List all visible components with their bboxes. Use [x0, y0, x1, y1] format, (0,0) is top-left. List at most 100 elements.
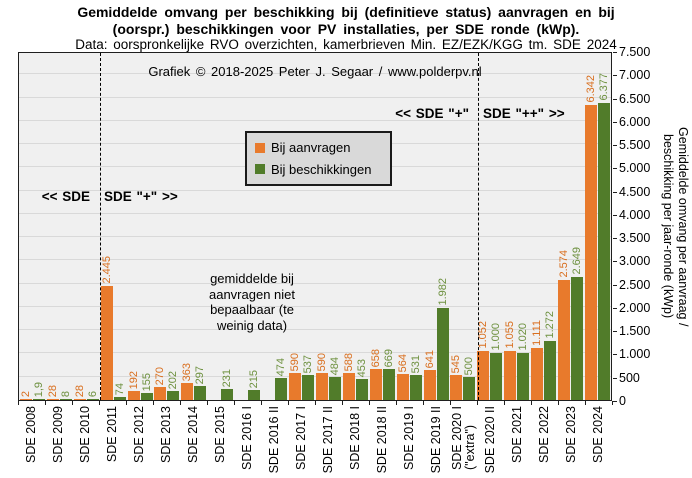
bar-value-label: 1.982	[436, 278, 449, 306]
x-axis-tick	[234, 401, 235, 405]
x-axis-label: SDE 2016 II	[267, 406, 281, 473]
x-axis-label: SDE 2021	[510, 406, 524, 463]
chart-title-line1: Gemiddelde omvang per beschikking bij (d…	[77, 4, 615, 20]
x-axis-tick	[558, 401, 559, 405]
bar-value-label: 658	[369, 348, 382, 367]
y-axis-tick-label: 1.000	[619, 347, 651, 362]
bar-bij-aanvragen	[504, 351, 517, 400]
x-axis-label: SDE 2016 I	[240, 406, 254, 470]
bar-value-label: 1.020	[517, 323, 530, 351]
chart-title: Gemiddelde omvang per beschikking bij (d…	[0, 4, 692, 38]
x-axis-label-cell: SDE 2018 I	[342, 406, 369, 470]
y-axis-tick-label: 4.500	[619, 184, 651, 199]
bar-bij-aanvragen	[423, 370, 436, 400]
series-slot: 2	[19, 53, 32, 400]
y-axis-tick	[613, 261, 617, 262]
x-axis-tick	[45, 401, 46, 405]
y-axis-tick	[613, 99, 617, 100]
bar-bij-aanvragen	[450, 375, 463, 400]
plot-area: 2 1,9 28 8 28 6 2.445 74 192 155 270 202 363 297 231 21…	[18, 52, 612, 401]
x-axis-label-line: SDE 2017 I	[294, 406, 308, 470]
x-axis-label-line: SDE 2021	[510, 406, 524, 463]
x-axis-label-cell: SDE 2017 I	[288, 406, 315, 470]
bar-bij-beschikkingen	[544, 341, 557, 400]
bar-value-label: 531	[409, 354, 422, 373]
y-axis-tick	[613, 215, 617, 216]
x-axis-tick	[126, 401, 127, 405]
x-axis-label: SDE 2018 I	[348, 406, 362, 470]
y-axis-tick-label: 3.500	[619, 231, 651, 246]
series-slot: 590	[315, 53, 328, 400]
x-axis-label-cell: SDE 2017 II	[315, 406, 342, 473]
bar-bij-aanvragen	[73, 399, 86, 400]
bars-container: 2 1,9 28 8 28 6 2.445 74 192 155 270 202 363 297 231 21…	[19, 53, 611, 400]
x-axis-label: SDE 2018 II	[375, 406, 389, 473]
gridline	[19, 73, 611, 75]
bar-value-label: 231	[221, 368, 234, 387]
series-slot: 6	[86, 53, 99, 400]
category-sde-2017-ii: 590 484	[315, 53, 342, 400]
bar-value-label: 202	[167, 370, 180, 389]
x-axis-label-cell: SDE 2018 II	[369, 406, 396, 473]
x-axis-tick	[261, 401, 262, 405]
gridline	[19, 119, 611, 121]
x-axis-label-cell: SDE 2014	[180, 406, 207, 463]
bar-value-label: 192	[127, 370, 140, 389]
bar-value-label: 8	[59, 390, 72, 397]
series-slot: 1.111	[531, 53, 544, 400]
x-axis-label-cell: SDE 2019 I	[396, 406, 423, 470]
y-axis-tick	[613, 145, 617, 146]
bar-bij-beschikkingen	[194, 386, 207, 400]
bar-bij-aanvragen	[289, 373, 302, 400]
bar-value-label: 6	[86, 390, 99, 397]
x-axis-label-line: SDE 2023	[564, 406, 578, 463]
x-axis-label: SDE 2013	[159, 406, 173, 463]
x-axis-label-line: SDE 2011	[105, 406, 119, 463]
bar-value-label: 363	[181, 362, 194, 381]
x-axis-label-line: SDE 2024	[591, 406, 605, 463]
x-axis-label: SDE 2011	[105, 406, 119, 463]
category-sde-2011: 2.445 74	[100, 53, 127, 400]
bar-bij-aanvragen	[369, 369, 382, 400]
x-axis-label-cell: SDE 2021	[504, 406, 531, 463]
series-slot: 474	[275, 53, 288, 400]
y-axis-tick	[613, 52, 617, 53]
x-axis-label-line: SDE 2012	[132, 406, 146, 463]
category-sde-2018-i: 588 453	[342, 53, 369, 400]
bar-value-label: 1.111	[531, 320, 544, 346]
category-sde-2019-ii: 641 1.982	[423, 53, 450, 400]
bar-bij-beschikkingen	[59, 399, 72, 400]
bar-bij-aanvragen	[181, 383, 194, 400]
y-axis-tick-label: 4.000	[619, 207, 651, 222]
zone-label-sde-plus-end: << SDE "+"	[395, 106, 469, 121]
gridline	[19, 189, 611, 191]
series-slot: 2.445	[100, 53, 113, 400]
gridline	[19, 329, 611, 331]
bar-value-label: 545	[450, 354, 463, 373]
x-axis-label-line: SDE 2019 I	[402, 406, 416, 470]
bar-value-label: 641	[423, 349, 436, 368]
y-axis-tick-label: 6.000	[619, 114, 651, 129]
x-axis-label-line: SDE 2020 I	[449, 406, 464, 470]
x-axis-label-line: SDE 2008	[24, 406, 38, 463]
legend-swatch-beschikkingen-icon	[255, 164, 265, 175]
bar-value-label: 484	[328, 356, 341, 375]
zone-label-sde: << SDE	[41, 189, 90, 204]
y-axis-tick-label: 500	[619, 370, 640, 385]
category-sde-2020-ii: 1.052 1.000	[476, 53, 503, 400]
series-slot: 28	[46, 53, 59, 400]
series-slot: 28	[73, 53, 86, 400]
bar-value-label: 453	[355, 358, 368, 377]
x-axis-label: SDE 2024	[591, 406, 605, 463]
x-axis-label-line: SDE 2017 II	[321, 406, 335, 474]
series-slot: 6.342	[584, 53, 597, 400]
x-axis-tick	[18, 401, 19, 405]
y-axis-tick	[613, 122, 617, 123]
y-axis-tick	[613, 378, 617, 379]
bar-value-label: 2.649	[571, 247, 584, 275]
legend-label-aanvragen: Bij aanvragen	[271, 140, 351, 156]
category-sde-2012: 192 155	[127, 53, 154, 400]
y-axis-tick-label: 7.500	[619, 45, 651, 59]
series-slot: 1.272	[544, 53, 557, 400]
x-axis-tick	[72, 401, 73, 405]
